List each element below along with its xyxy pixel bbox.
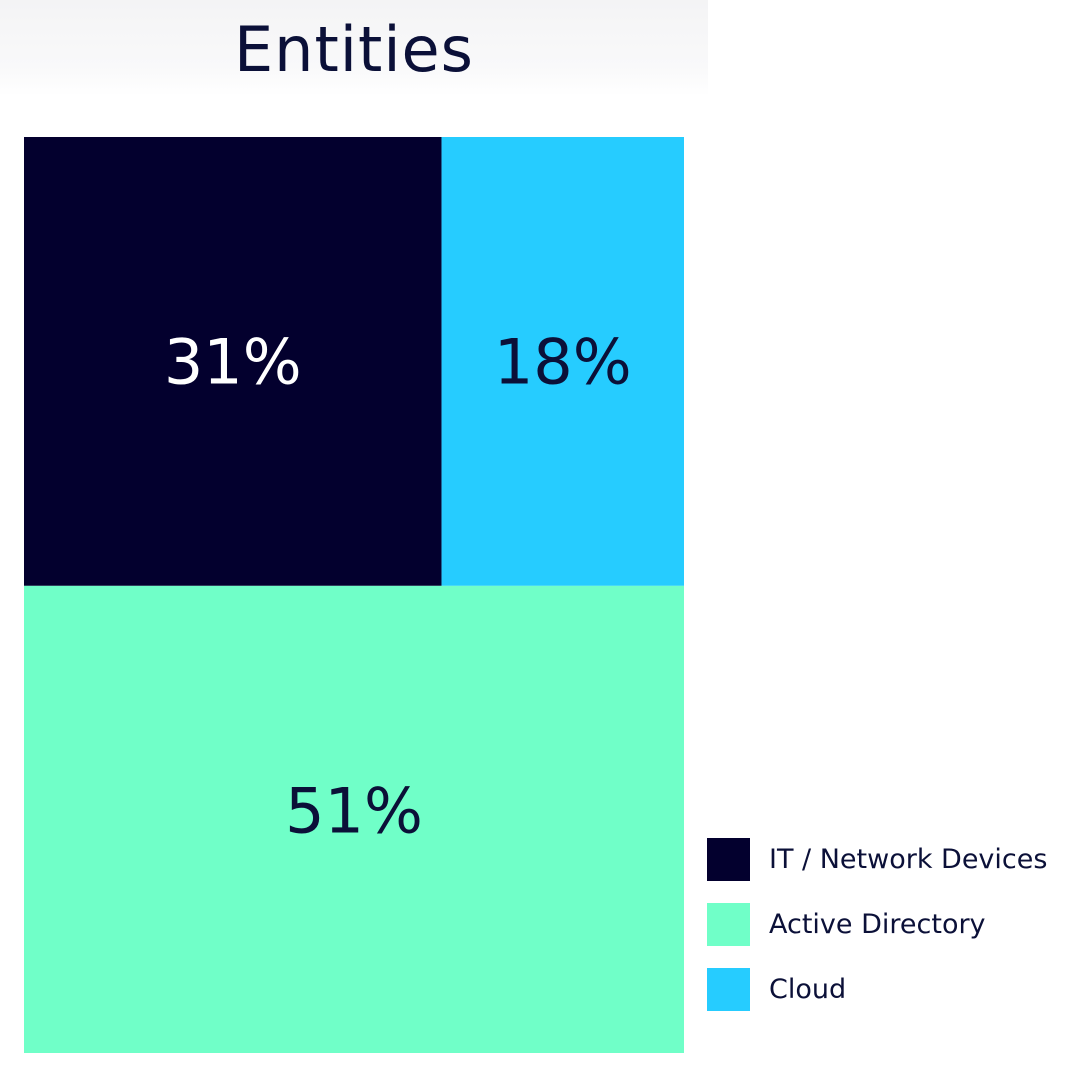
treemap-cell-active-directory bbox=[24, 585, 684, 1053]
treemap-label-active-directory: 51% bbox=[285, 774, 423, 847]
legend-item: Active Directory bbox=[707, 903, 1067, 946]
legend-swatch bbox=[707, 968, 750, 1011]
legend-label: Cloud bbox=[769, 974, 847, 1005]
legend-swatch bbox=[707, 838, 750, 881]
legend-label: Active Directory bbox=[769, 909, 986, 940]
treemap-cell-it-network-devices bbox=[24, 137, 442, 586]
chart-legend: IT / Network Devices Active Directory Cl… bbox=[707, 838, 1067, 1033]
legend-swatch bbox=[707, 903, 750, 946]
treemap-cell-cloud bbox=[441, 137, 684, 586]
treemap-label-cloud: 18% bbox=[494, 326, 632, 399]
legend-label: IT / Network Devices bbox=[769, 844, 1048, 875]
chart-title: Entities bbox=[234, 13, 474, 86]
treemap-label-it-network-devices: 31% bbox=[164, 326, 302, 399]
title-background bbox=[0, 0, 708, 96]
legend-item: Cloud bbox=[707, 968, 1067, 1011]
legend-item: IT / Network Devices bbox=[707, 838, 1067, 881]
